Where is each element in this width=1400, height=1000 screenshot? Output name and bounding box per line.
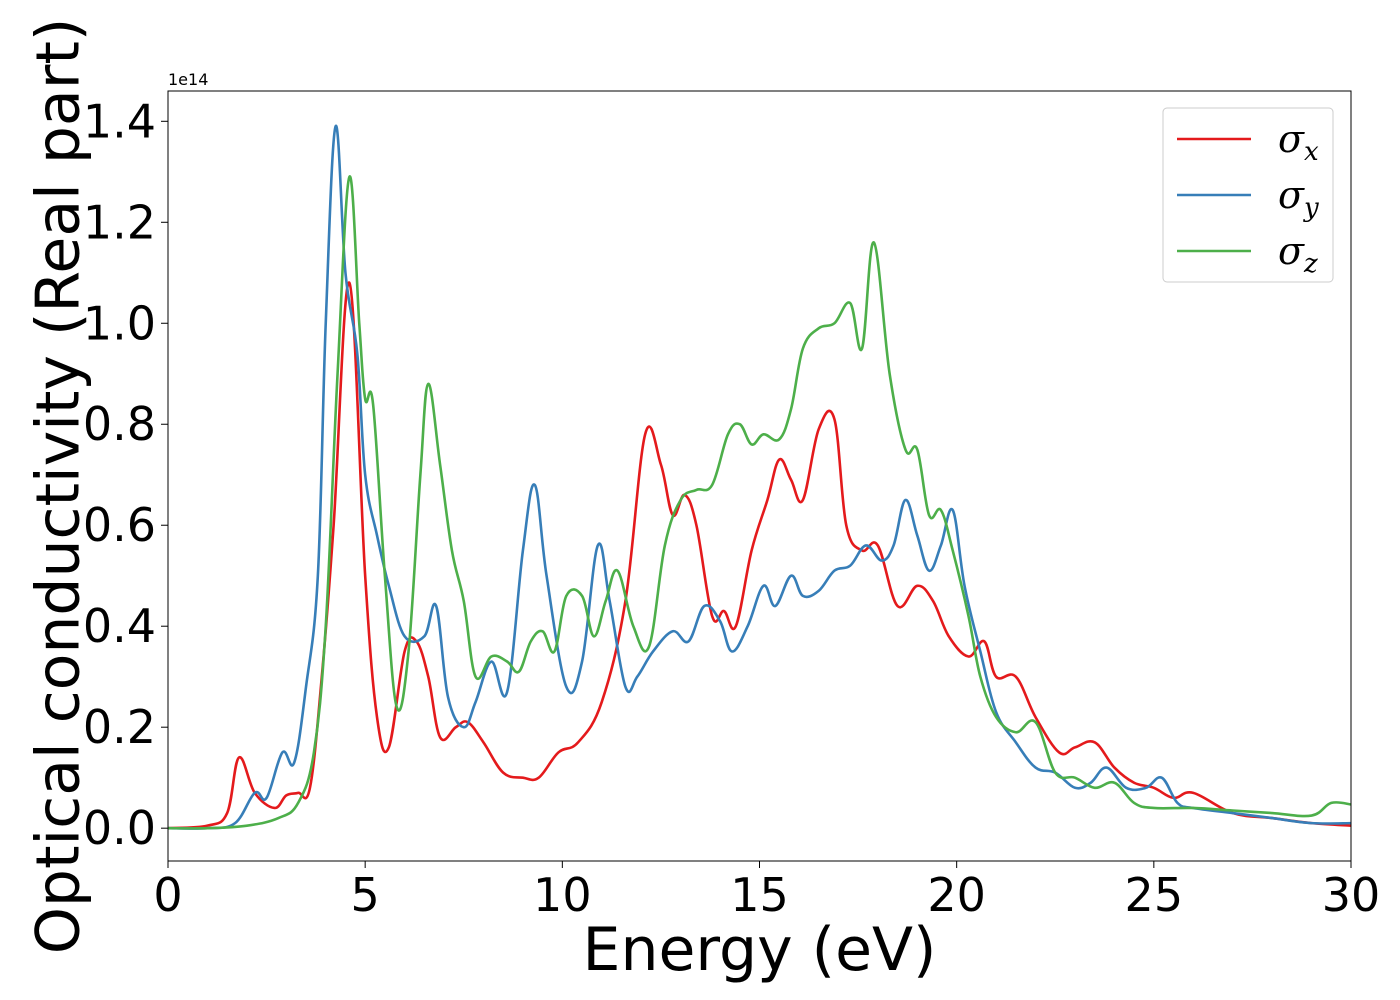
y-offset-label: 1e14 — [168, 70, 208, 89]
x-tick-label: 30 — [1322, 868, 1381, 922]
legend-symbol: σ — [1278, 117, 1305, 161]
y-tick-label: 0.4 — [83, 599, 156, 653]
legend-subscript: z — [1303, 249, 1318, 279]
series-line-y — [168, 125, 1351, 830]
legend-label-y: σy — [1278, 173, 1319, 223]
series-line-x — [168, 281, 1351, 830]
y-tick-label: 1.4 — [83, 94, 156, 148]
y-tick-label: 1.2 — [83, 195, 156, 249]
legend-label-x: σx — [1278, 117, 1319, 167]
x-tick-label: 10 — [533, 868, 592, 922]
y-tick-label: 0.0 — [83, 801, 156, 855]
legend-subscript: x — [1304, 137, 1319, 167]
x-tick-label: 0 — [153, 868, 182, 922]
x-tick-label: 5 — [351, 868, 380, 922]
y-tick-label: 1.0 — [83, 296, 156, 350]
y-tick-label: 0.2 — [83, 700, 156, 754]
legend-subscript: y — [1303, 193, 1319, 223]
y-tick-label: 0.6 — [83, 498, 156, 552]
plot-frame — [167, 90, 1352, 862]
x-tick-label: 20 — [927, 868, 986, 922]
y-axis-title: Optical conductivity (Real part) — [24, 18, 94, 955]
y-tick-label: 0.8 — [83, 397, 156, 451]
legend-label-z: σz — [1278, 229, 1318, 279]
x-axis-title: Energy (eV) — [583, 915, 937, 985]
x-tick-label: 15 — [730, 868, 789, 922]
y-axis-ticks: 0.0 0.2 0.4 0.6 0.8 1.0 1.2 1.4 — [83, 94, 168, 855]
series-line-z — [168, 175, 1351, 830]
legend-symbol: σ — [1278, 173, 1305, 217]
x-axis-ticks: 0 5 10 15 20 25 30 — [153, 861, 1380, 922]
x-tick-label: 25 — [1125, 868, 1184, 922]
series-layer — [168, 125, 1351, 830]
legend-symbol: σ — [1278, 229, 1305, 273]
